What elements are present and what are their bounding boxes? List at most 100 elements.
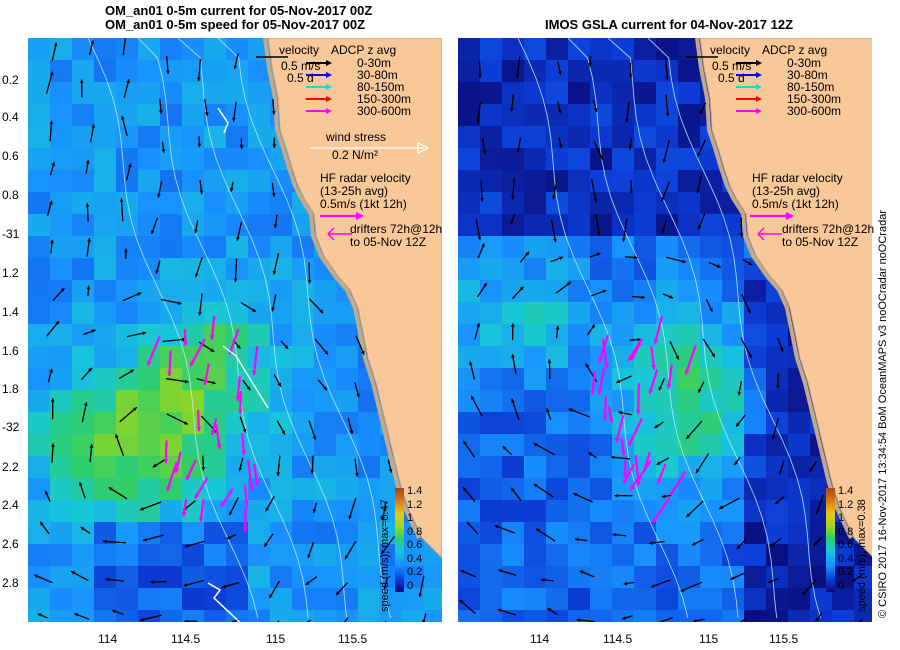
speed-cell bbox=[336, 588, 359, 611]
current-arrow-head bbox=[132, 407, 137, 411]
drifter-head bbox=[635, 480, 641, 486]
speed-cell bbox=[700, 236, 723, 259]
speed-cell bbox=[458, 148, 481, 171]
current-arrow bbox=[739, 617, 747, 622]
speed-cell bbox=[766, 522, 789, 545]
speed-cell bbox=[248, 104, 271, 127]
speed-cell bbox=[138, 522, 161, 545]
speed-cell bbox=[336, 368, 359, 391]
current-arrow-head bbox=[102, 539, 107, 544]
colorbar-tick: 0.8 bbox=[407, 525, 423, 538]
speed-cell bbox=[568, 280, 591, 303]
current-arrow-head bbox=[629, 189, 634, 193]
speed-cell bbox=[700, 214, 723, 237]
speed-cell bbox=[226, 236, 249, 259]
left-velocity-period: 0.5 d bbox=[287, 71, 314, 85]
speed-cell bbox=[678, 566, 701, 589]
speed-cell bbox=[50, 588, 73, 611]
speed-cell bbox=[590, 500, 613, 523]
speed-cell bbox=[568, 610, 591, 622]
speed-cell bbox=[700, 456, 723, 479]
track-line bbox=[217, 107, 229, 134]
current-arrow-head bbox=[481, 243, 485, 248]
speed-cell bbox=[722, 434, 745, 457]
speed-cell bbox=[612, 412, 635, 435]
speed-cell bbox=[502, 456, 525, 479]
speed-cell bbox=[678, 390, 701, 413]
speed-cell bbox=[480, 236, 503, 259]
current-arrow-head bbox=[271, 111, 276, 115]
current-arrow-head bbox=[480, 197, 484, 202]
speed-cell bbox=[72, 500, 95, 523]
current-arrow bbox=[45, 71, 54, 94]
speed-cell bbox=[182, 610, 205, 622]
speed-cell bbox=[744, 412, 767, 435]
colorbar-tick: 1.4 bbox=[407, 485, 423, 497]
current-arrow-head bbox=[770, 542, 775, 547]
current-arrow-head bbox=[71, 571, 76, 575]
current-arrow bbox=[658, 617, 673, 622]
speed-cell bbox=[50, 434, 73, 457]
current-arrow-head bbox=[697, 225, 702, 230]
speed-cell bbox=[590, 236, 613, 259]
current-arrow-head bbox=[510, 196, 515, 200]
current-arrow-head bbox=[273, 224, 278, 228]
current-arrow-head bbox=[463, 440, 467, 445]
speed-cell bbox=[50, 60, 73, 83]
speed-cell bbox=[722, 258, 745, 281]
speed-cell bbox=[160, 236, 183, 259]
current-arrow-head bbox=[211, 380, 216, 385]
speed-cell bbox=[50, 522, 73, 545]
speed-cell bbox=[94, 38, 117, 61]
current-arrow bbox=[858, 619, 863, 622]
speed-cell bbox=[744, 302, 767, 325]
speed-cell bbox=[50, 324, 73, 347]
speed-cell bbox=[678, 456, 701, 479]
speed-cell bbox=[138, 170, 161, 193]
current-arrow bbox=[418, 575, 425, 598]
speed-cell bbox=[458, 236, 481, 259]
left-title-line2: OM_an01 0-5m speed for 05-Nov-2017 00Z bbox=[105, 17, 366, 32]
current-arrow-head bbox=[53, 42, 58, 47]
current-arrow-head bbox=[462, 487, 467, 492]
speed-cell bbox=[204, 104, 227, 127]
current-arrow-head bbox=[767, 579, 772, 584]
speed-cell bbox=[546, 434, 569, 457]
speed-cell bbox=[182, 258, 205, 281]
current-arrow-head bbox=[264, 542, 268, 547]
speed-cell bbox=[50, 390, 73, 413]
landmass bbox=[267, 38, 442, 559]
speed-cell bbox=[612, 610, 635, 622]
current-arrow-head bbox=[665, 112, 670, 117]
speed-cell bbox=[292, 544, 315, 567]
speed-cell bbox=[72, 302, 95, 325]
y-tick: 0.4 bbox=[2, 110, 19, 124]
speed-cell bbox=[182, 434, 205, 457]
speed-cell bbox=[590, 192, 613, 215]
speed-cell bbox=[678, 148, 701, 171]
speed-cell bbox=[502, 368, 525, 391]
current-arrow-head bbox=[226, 535, 231, 540]
colorbar-tick: 1 bbox=[407, 512, 414, 524]
speed-cell bbox=[590, 60, 613, 83]
left-colorbar-label: speed (m/s), max=0.47 bbox=[379, 499, 391, 612]
speed-cell bbox=[94, 368, 117, 391]
speed-cell bbox=[722, 588, 745, 611]
current-arrow-head bbox=[381, 516, 386, 521]
speed-cell bbox=[480, 38, 503, 61]
speed-cell bbox=[634, 588, 657, 611]
current-arrow-head bbox=[37, 613, 42, 617]
speed-cell bbox=[292, 610, 315, 622]
drifter-head bbox=[651, 364, 656, 370]
speed-cell bbox=[590, 104, 613, 127]
track-line bbox=[222, 345, 269, 409]
left-adcp-title: ADCP z avg bbox=[331, 43, 397, 57]
current-arrow-head bbox=[662, 158, 667, 163]
adcp-legend-arrow-head bbox=[326, 72, 332, 78]
coast-strip bbox=[263, 38, 421, 539]
current-arrow bbox=[535, 528, 556, 542]
drifter-head bbox=[254, 480, 260, 486]
drifter-head bbox=[630, 485, 635, 491]
current-arrow bbox=[139, 614, 162, 622]
adcp-legend-arrow-head bbox=[326, 96, 332, 102]
